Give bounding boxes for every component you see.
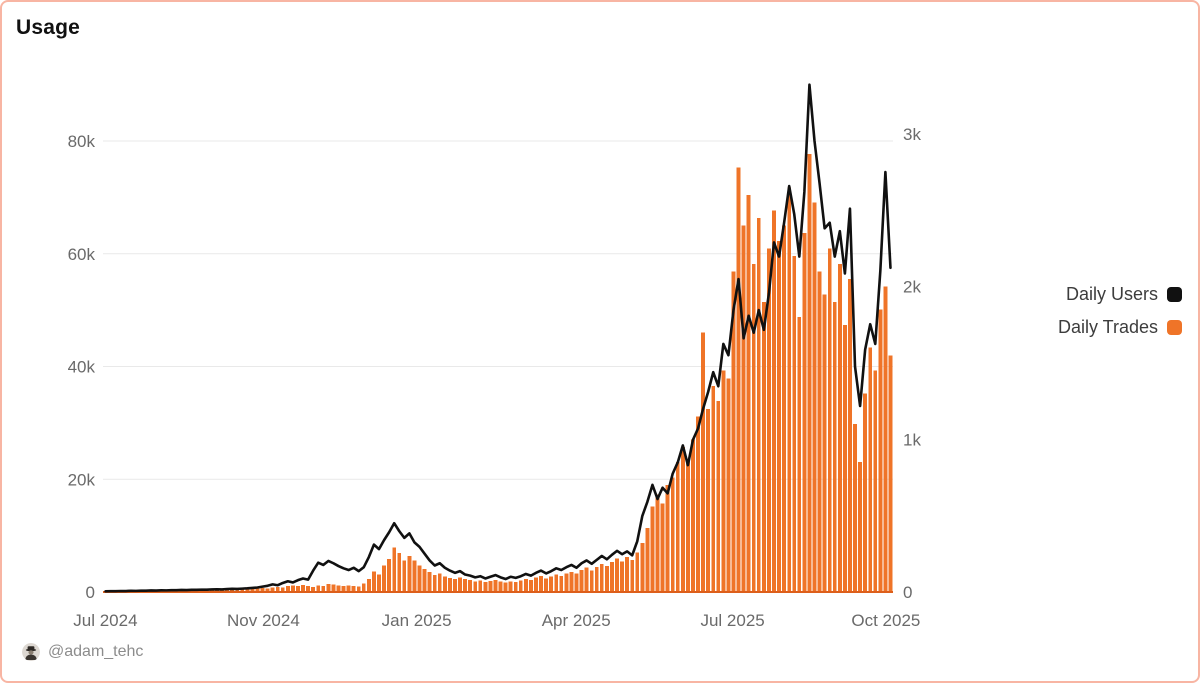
svg-text:20k: 20k — [68, 470, 96, 489]
svg-text:1k: 1k — [903, 430, 921, 449]
svg-text:80k: 80k — [68, 132, 96, 151]
page-title: Usage — [16, 16, 81, 39]
author-handle: @adam_tehc — [48, 643, 144, 660]
svg-text:0: 0 — [86, 583, 95, 602]
svg-text:60k: 60k — [68, 245, 96, 264]
svg-text:3k: 3k — [903, 125, 921, 144]
legend-swatch-users-icon — [1167, 287, 1182, 302]
svg-text:2k: 2k — [903, 278, 921, 297]
legend-item-daily-users[interactable]: Daily Users — [1066, 278, 1182, 311]
svg-text:40k: 40k — [68, 358, 96, 377]
svg-text:Jul 2025: Jul 2025 — [700, 611, 764, 630]
svg-text:Oct 2025: Oct 2025 — [851, 611, 920, 630]
legend-swatch-trades-icon — [1167, 320, 1182, 335]
legend: Daily Users Daily Trades — [1058, 278, 1182, 344]
legend-item-daily-trades[interactable]: Daily Trades — [1058, 311, 1182, 344]
svg-text:Jan 2025: Jan 2025 — [382, 611, 452, 630]
legend-label-daily-trades: Daily Trades — [1057, 317, 1158, 337]
legend-label-daily-users: Daily Users — [1065, 284, 1158, 304]
svg-text:0: 0 — [903, 583, 912, 602]
spy-avatar-icon — [22, 643, 40, 661]
svg-text:Nov 2024: Nov 2024 — [227, 611, 300, 630]
svg-text:Jul 2024: Jul 2024 — [73, 611, 137, 630]
attribution: @adam_tehc — [22, 643, 143, 661]
svg-text:Apr 2025: Apr 2025 — [542, 611, 611, 630]
